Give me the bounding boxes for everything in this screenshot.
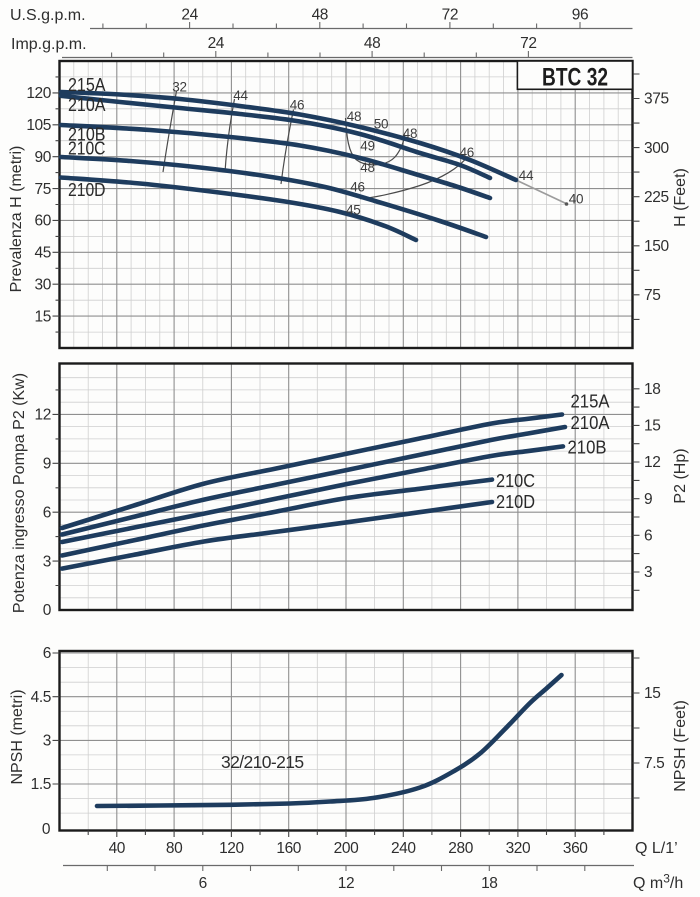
svg-text:60: 60 — [35, 213, 52, 230]
svg-text:105: 105 — [26, 117, 51, 134]
svg-text:210A: 210A — [68, 95, 106, 115]
svg-text:Prevalenza H (metri): Prevalenza H (metri) — [8, 146, 25, 293]
svg-text:32/210-215: 32/210-215 — [221, 752, 304, 772]
svg-text:3: 3 — [43, 733, 51, 750]
svg-text:50: 50 — [374, 116, 388, 131]
svg-text:3: 3 — [644, 564, 652, 581]
svg-text:40: 40 — [569, 191, 583, 206]
svg-text:0: 0 — [42, 821, 51, 838]
svg-text:40: 40 — [109, 840, 126, 857]
svg-text:375: 375 — [644, 91, 669, 108]
svg-text:300: 300 — [644, 140, 669, 157]
svg-text:210C: 210C — [68, 139, 106, 159]
svg-text:46: 46 — [290, 98, 304, 113]
svg-text:46: 46 — [460, 145, 474, 160]
svg-text:80: 80 — [166, 840, 183, 857]
svg-text:210B: 210B — [568, 438, 607, 458]
svg-text:320: 320 — [506, 840, 531, 857]
svg-text:215A: 215A — [68, 75, 106, 95]
svg-text:Q m3/h: Q m3/h — [633, 872, 683, 893]
svg-text:9: 9 — [43, 456, 51, 473]
svg-text:75: 75 — [35, 181, 51, 198]
svg-text:30: 30 — [35, 276, 52, 293]
svg-text:225: 225 — [644, 189, 669, 206]
svg-text:24: 24 — [181, 7, 198, 24]
svg-text:44: 44 — [519, 168, 534, 183]
svg-text:1.5: 1.5 — [31, 776, 51, 793]
svg-text:P2 (Hp): P2 (Hp) — [672, 448, 689, 503]
svg-text:240: 240 — [391, 840, 416, 857]
svg-text:210D: 210D — [68, 180, 106, 200]
svg-text:210A: 210A — [571, 413, 610, 433]
svg-text:H (Feet): H (Feet) — [672, 168, 689, 227]
svg-text:46: 46 — [350, 180, 364, 195]
svg-text:6: 6 — [644, 528, 652, 545]
svg-text:49: 49 — [360, 138, 374, 153]
svg-text:U.S.g.p.m.: U.S.g.p.m. — [10, 7, 86, 24]
svg-text:6: 6 — [43, 504, 51, 521]
svg-text:9: 9 — [644, 491, 652, 508]
svg-text:120: 120 — [219, 840, 244, 857]
svg-text:6: 6 — [43, 645, 51, 662]
svg-text:15: 15 — [644, 685, 660, 702]
svg-text:18: 18 — [644, 381, 660, 398]
svg-text:48: 48 — [360, 160, 374, 175]
svg-text:7.5: 7.5 — [644, 755, 664, 772]
svg-text:48: 48 — [347, 109, 361, 124]
svg-text:32: 32 — [172, 79, 186, 94]
svg-text:210C: 210C — [496, 471, 535, 491]
svg-text:15: 15 — [644, 418, 660, 435]
svg-text:6: 6 — [199, 875, 207, 892]
svg-text:360: 360 — [563, 840, 588, 857]
svg-text:4.5: 4.5 — [31, 689, 51, 706]
svg-text:18: 18 — [481, 875, 497, 892]
svg-text:12: 12 — [35, 407, 51, 424]
svg-text:3: 3 — [43, 553, 51, 570]
svg-text:24: 24 — [208, 35, 225, 52]
svg-text:Imp.g.p.m.: Imp.g.p.m. — [11, 36, 87, 53]
svg-text:160: 160 — [276, 840, 301, 857]
svg-text:72: 72 — [520, 35, 536, 52]
svg-text:72: 72 — [442, 7, 458, 24]
svg-text:280: 280 — [448, 840, 473, 857]
svg-text:12: 12 — [338, 875, 354, 892]
svg-text:48: 48 — [364, 35, 380, 52]
svg-text:120: 120 — [26, 85, 51, 102]
svg-text:200: 200 — [334, 840, 359, 857]
svg-text:NPSH (metri): NPSH (metri) — [9, 689, 26, 784]
svg-text:BTC 32: BTC 32 — [542, 64, 608, 92]
svg-text:15: 15 — [35, 308, 51, 325]
svg-text:48: 48 — [403, 126, 417, 141]
svg-text:NPSH (Feet): NPSH (Feet) — [672, 700, 689, 792]
svg-text:0: 0 — [43, 602, 52, 619]
svg-text:12: 12 — [644, 454, 660, 471]
svg-text:215A: 215A — [571, 391, 610, 411]
svg-text:Q L/1’: Q L/1’ — [635, 840, 678, 857]
svg-text:44: 44 — [233, 88, 248, 103]
svg-text:45: 45 — [346, 202, 360, 217]
svg-text:150: 150 — [644, 238, 669, 255]
svg-text:48: 48 — [312, 7, 328, 24]
svg-text:Potenza ingresso Pompa P2 (Kw): Potenza ingresso Pompa P2 (Kw) — [11, 373, 28, 613]
svg-text:210D: 210D — [496, 492, 535, 512]
svg-text:96: 96 — [572, 7, 588, 24]
svg-text:210B: 210B — [68, 125, 106, 145]
svg-text:75: 75 — [644, 287, 660, 304]
svg-text:45: 45 — [35, 245, 51, 262]
svg-text:90: 90 — [35, 149, 52, 166]
